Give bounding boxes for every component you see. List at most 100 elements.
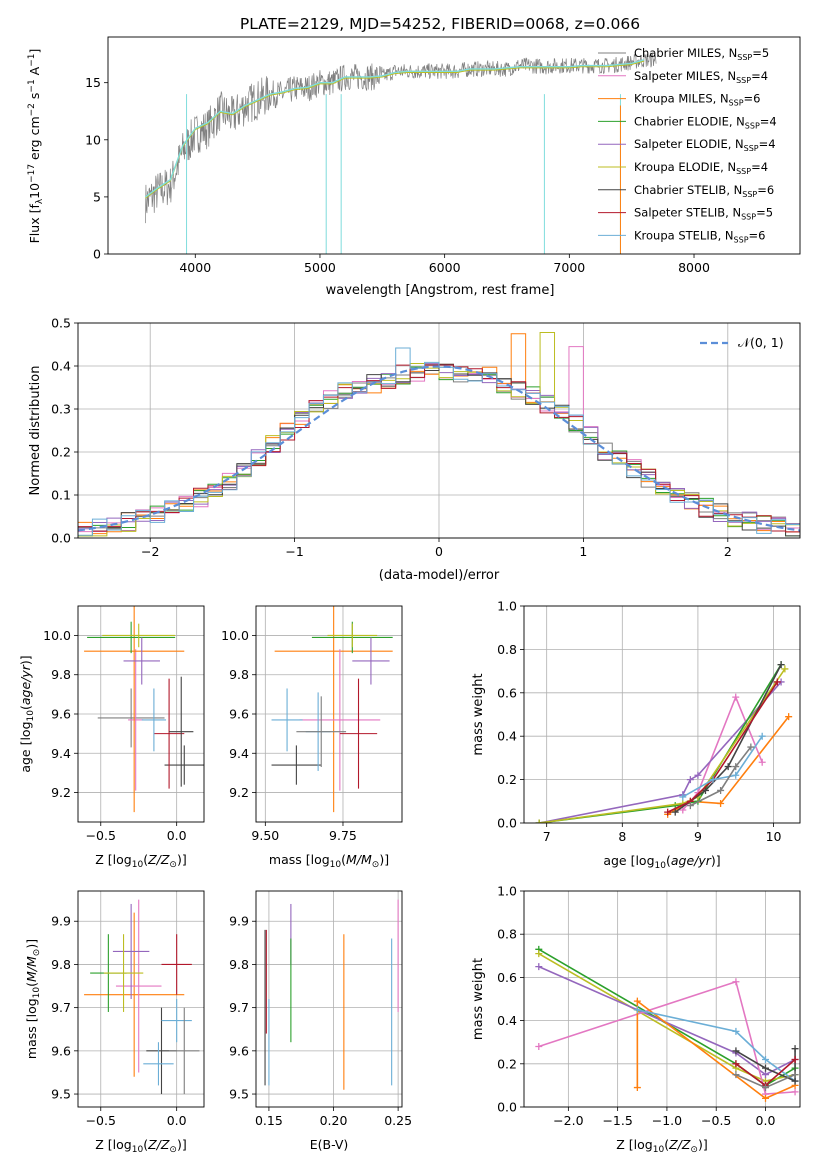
- mass-weight-vs-age-panel: 7 8 9 10 0.0 0.2 0.4 0.6 0.8 1.0 age [log10(age/yr…: [471, 599, 801, 871]
- spectrum-plot-area: [144, 52, 657, 254]
- x-tick-label: −1.0: [652, 1113, 682, 1128]
- weight-marker: [791, 1045, 799, 1053]
- y-axis-label: Normed distribution: [28, 366, 43, 496]
- x-tick-label: 0.15: [255, 1113, 283, 1128]
- model-spectrum-line: [145, 59, 645, 198]
- weight-marker: [732, 1060, 740, 1068]
- mass-weight-vs-Z-plot-area: [535, 945, 799, 1102]
- y-tick-label: 9.7: [51, 1000, 71, 1015]
- weight-marker: [762, 1064, 769, 1072]
- weight-line: [735, 1048, 796, 1083]
- y-tick-label: 9.6: [51, 707, 71, 722]
- x-tick-label: 0.0: [756, 1113, 776, 1128]
- legend-label: Salpeter ELODIE, NSSP=4: [634, 137, 776, 153]
- model-spectrum-line: [145, 60, 645, 199]
- age-vs-Z-frame: [77, 605, 205, 823]
- weight-marker: [781, 665, 789, 673]
- weight-line: [636, 999, 796, 1100]
- x-tick-label: 2: [724, 544, 732, 559]
- weight-marker: [762, 1084, 769, 1092]
- y-axis-label: age [log10(age/yr)]: [18, 655, 36, 772]
- y-tick-label: 9.6: [229, 1043, 249, 1058]
- y-axis-label: mass weight: [471, 673, 486, 755]
- weight-line: [667, 681, 778, 813]
- x-tick-label: −2: [141, 544, 159, 559]
- weight-marker: [535, 950, 543, 958]
- y-axis-label: mass weight: [471, 958, 486, 1040]
- mass-vs-ebv-frame: [255, 890, 403, 1108]
- x-tick-label: 0.20: [320, 1113, 348, 1128]
- x-tick-label: 0.0: [167, 828, 187, 843]
- y-tick-label: 9.6: [51, 1043, 71, 1058]
- legend-label: Kroupa ELODIE, NSSP=4: [634, 160, 768, 176]
- x-tick-label: 0.25: [384, 1113, 412, 1128]
- y-tick-label: 0: [93, 247, 101, 262]
- mass-weight-vs-age-frame: [523, 605, 801, 824]
- weight-marker: [762, 1094, 769, 1102]
- histogram-step: [78, 347, 800, 536]
- weight-marker: [535, 1043, 543, 1051]
- mass-weight-vs-age-plot-area: [535, 661, 793, 823]
- x-tick-label: 1: [579, 544, 587, 559]
- weight-marker: [633, 1006, 641, 1014]
- weight-marker: [791, 1071, 799, 1079]
- age-vs-mass-panel: 9.50 9.75 9.2 9.4 9.6 9.8 10.0 mass [log10(M/M⊙…: [221, 605, 403, 870]
- weight-marker: [791, 1055, 799, 1063]
- x-axis-label: E(B-V): [310, 1137, 349, 1152]
- weight-marker: [724, 763, 732, 771]
- weight-marker: [785, 713, 793, 721]
- mass-weight-vs-Z-frame: [523, 890, 801, 1108]
- weight-line: [674, 664, 782, 813]
- weight-marker: [773, 678, 781, 686]
- histogram-step: [78, 331, 800, 537]
- weight-marker: [732, 1027, 740, 1035]
- weight-marker: [535, 963, 543, 971]
- weight-line: [689, 746, 752, 807]
- mass-vs-Z-panel: −0.5 0.0 9.5 9.6 9.7 9.8 9.9 Z [log10(Z/Z⊙)] mas…: [24, 890, 205, 1155]
- y-tick-label: 1.0: [497, 884, 517, 899]
- x-axis-label: mass [log10(M/M⊙)]: [269, 852, 389, 870]
- y-tick-label: 0.4: [497, 729, 517, 744]
- weight-marker: [686, 802, 694, 810]
- y-tick-label: 0.2: [497, 772, 517, 787]
- weight-marker: [732, 978, 740, 986]
- weight-marker: [664, 808, 672, 816]
- x-tick-label: 0.0: [167, 1113, 187, 1128]
- y-tick-label: 5: [93, 189, 101, 204]
- legend-label: Chabrier STELIB, NSSP=6: [634, 183, 774, 199]
- weight-marker: [671, 808, 679, 816]
- x-axis-label: Z [log10(Z/Z⊙)]: [95, 1137, 186, 1155]
- weight-marker: [791, 1077, 799, 1085]
- weight-line: [667, 716, 790, 816]
- observed-spectrum-line: [145, 52, 657, 224]
- x-axis-label: wavelength [Angstrom, rest frame]: [326, 283, 555, 298]
- y-tick-label: 9.7: [229, 1000, 249, 1015]
- weight-marker: [747, 743, 755, 751]
- age-vs-mass-frame: [255, 605, 403, 823]
- y-tick-label: 0.4: [497, 1013, 517, 1028]
- y-tick-label: 0.1: [51, 488, 71, 503]
- y-tick-label: 0.0: [51, 531, 71, 546]
- y-tick-label: 9.8: [229, 957, 249, 972]
- weight-marker: [732, 1047, 740, 1055]
- x-tick-label: 4000: [179, 260, 211, 275]
- x-tick-label: 10: [766, 829, 782, 844]
- y-tick-label: 0.8: [497, 642, 517, 657]
- y-tick-label: 9.8: [51, 667, 71, 682]
- y-axis-label: mass [log10(M/M⊙)]: [24, 939, 42, 1059]
- y-tick-label: 0.6: [497, 685, 517, 700]
- y-tick-label: 10.0: [221, 628, 249, 643]
- x-tick-label: 7000: [553, 260, 585, 275]
- y-tick-label: 0.4: [51, 359, 71, 374]
- weight-marker: [758, 758, 766, 766]
- residuals-frame: [77, 322, 801, 539]
- weight-marker: [758, 732, 766, 740]
- weight-marker: [732, 763, 740, 771]
- legend-label: Kroupa MILES, NSSP=6: [634, 92, 760, 108]
- y-tick-label: 0.8: [497, 927, 517, 942]
- x-tick-label: 0: [435, 544, 443, 559]
- weight-marker: [762, 1071, 769, 1079]
- x-tick-label: 9: [694, 829, 702, 844]
- weight-marker: [777, 661, 785, 669]
